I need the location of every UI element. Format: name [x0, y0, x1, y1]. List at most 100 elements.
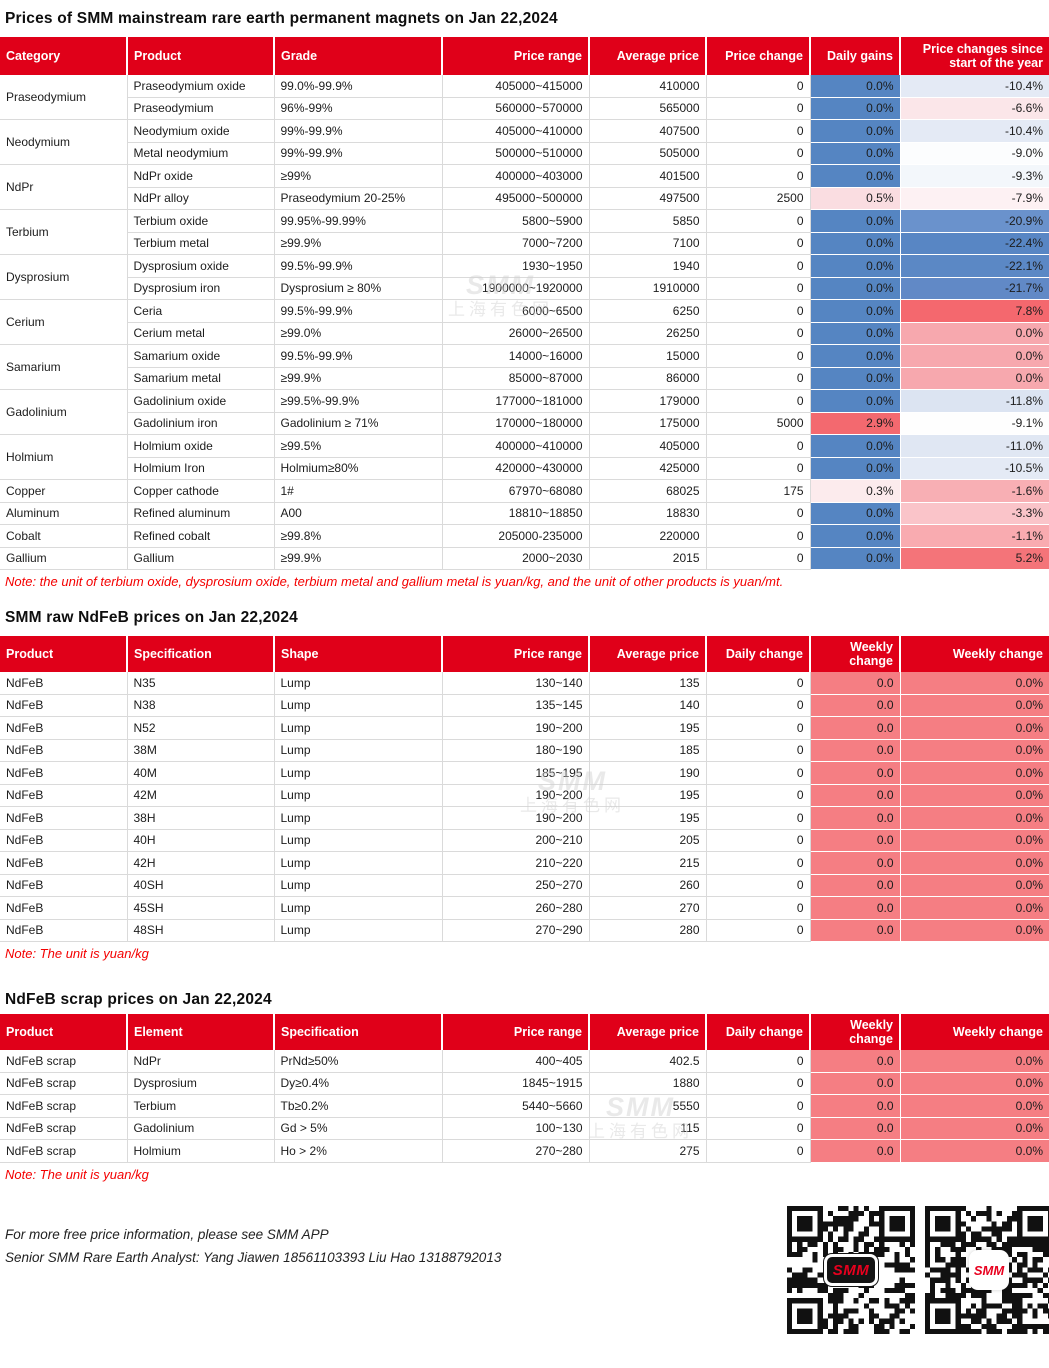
footer-analyst-line: Senior SMM Rare Earth Analyst: Yang Jiaw… [5, 1249, 502, 1265]
cell-price-range: 1845~1915 [442, 1072, 590, 1095]
cell-weekly-change: 0.0 [810, 896, 901, 920]
cell-average-price: 505000 [589, 142, 707, 165]
cell-average-price: 1940 [589, 254, 707, 278]
cell-ytd-change: -9.3% [900, 164, 1049, 188]
cell-weekly-change: 0.0 [810, 1117, 901, 1140]
cell-price-change: 0 [706, 434, 811, 458]
cell-product: Metal neodymium [127, 142, 275, 165]
cell-daily-gains: 0.5% [810, 187, 901, 210]
cell-category: Cerium [0, 299, 128, 345]
table-row: NdFeB 40M Lump 185~195 190 0 0.0 0.0% [0, 761, 1049, 785]
cell-weekly-change-pct: 0.0% [900, 896, 1049, 920]
cell-price-range: 495000~500000 [442, 187, 590, 210]
cell-average-price: 220000 [589, 524, 707, 548]
cell-category: NdPr [0, 164, 128, 210]
cell-weekly-change-pct: 0.0% [900, 851, 1049, 875]
cell-weekly-change-pct: 0.0% [900, 806, 1049, 830]
cell-daily-gains: 0.0% [810, 164, 901, 188]
cell-daily-change: 0 [706, 806, 811, 830]
cell-daily-change: 0 [706, 851, 811, 875]
cell-product: NdFeB [0, 761, 128, 785]
cell-average-price: 195 [589, 806, 707, 830]
cell-daily-change: 0 [706, 829, 811, 852]
cell-shape: Lump [274, 896, 443, 920]
col-price-range: Price range [442, 636, 590, 672]
cell-ytd-change: -22.4% [900, 232, 1049, 255]
cell-weekly-change: 0.0 [810, 694, 901, 717]
cell-price-change: 0 [706, 164, 811, 188]
col-shape: Shape [274, 636, 443, 672]
table-row: Cerium metal ≥99.0% 26000~26500 26250 0 0.0% 0… [0, 322, 1049, 345]
cell-price-range: 270~290 [442, 919, 590, 942]
cell-price-range: 2000~2030 [442, 547, 590, 570]
col-daily-change: Daily change [706, 1014, 811, 1050]
cell-weekly-change-pct: 0.0% [900, 1050, 1049, 1073]
cell-product: NdPr alloy [127, 187, 275, 210]
table3-unit-note: Note: The unit is yuan/kg [5, 1166, 149, 1182]
cell-average-price: 410000 [589, 75, 707, 98]
cell-category: Copper [0, 479, 128, 503]
table-row: Neodymium Neodymium oxide 99%-99.9% 405000~… [0, 119, 1049, 165]
cell-specification: 48SH [127, 919, 275, 942]
table-row: Samarium Samarium oxide 99.5%-99.9% 14000~1… [0, 344, 1049, 390]
cell-weekly-change-pct: 0.0% [900, 829, 1049, 852]
cell-specification: 40M [127, 761, 275, 785]
cell-daily-gains: 0.0% [810, 209, 901, 233]
col-price-range: Price range [442, 1014, 590, 1050]
cell-product: Neodymium oxide [127, 119, 275, 143]
table-row: NdFeB 38M Lump 180~190 185 0 0.0 0.0% [0, 739, 1049, 762]
cell-average-price: 270 [589, 896, 707, 920]
table-row: Terbium metal ≥99.9% 7000~7200 7100 0 0.0% -22… [0, 232, 1049, 255]
cell-grade: ≥99.9% [274, 367, 443, 390]
cell-specification: PrNd≥50% [274, 1050, 443, 1073]
cell-average-price: 7100 [589, 232, 707, 255]
col-weekly-change-pct: Weekly change [900, 1014, 1049, 1050]
cell-daily-change: 0 [706, 761, 811, 785]
cell-ytd-change: -11.8% [900, 389, 1049, 413]
cell-weekly-change-pct: 0.0% [900, 1072, 1049, 1095]
cell-product: NdFeB [0, 896, 128, 920]
cell-grade: 99%-99.9% [274, 142, 443, 165]
cell-average-price: 140 [589, 694, 707, 717]
cell-specification: 42H [127, 851, 275, 875]
cell-specification: Ho > 2% [274, 1139, 443, 1163]
cell-product: NdFeB scrap [0, 1117, 128, 1140]
cell-daily-gains: 0.0% [810, 389, 901, 413]
qr-code-group: SMM SMM [787, 1206, 1049, 1334]
cell-price-range: 190~200 [442, 716, 590, 740]
col-weekly-change: Weekly change [810, 636, 901, 672]
cell-product: Terbium oxide [127, 209, 275, 233]
col-weekly-change-pct: Weekly change [900, 636, 1049, 672]
cell-ytd-change: 0.0% [900, 322, 1049, 345]
cell-grade: Dysprosium ≥ 80% [274, 277, 443, 300]
cell-average-price: 260 [589, 874, 707, 897]
cell-specification: N38 [127, 694, 275, 717]
cell-average-price: 195 [589, 784, 707, 807]
cell-price-change: 0 [706, 344, 811, 368]
cell-grade: ≥99.8% [274, 524, 443, 548]
cell-ytd-change: -21.7% [900, 277, 1049, 300]
cell-price-change: 0 [706, 367, 811, 390]
table-row: Dysprosium iron Dysprosium ≥ 80% 1900000~1… [0, 277, 1049, 300]
table-row: NdFeB 40SH Lump 250~270 260 0 0.0 0.0% [0, 874, 1049, 897]
cell-daily-gains: 0.0% [810, 299, 901, 323]
table-row: NdFeB scrap Gadolinium Gd > 5% 100~130 115 0 0… [0, 1117, 1049, 1140]
cell-product: NdFeB [0, 851, 128, 875]
cell-daily-gains: 0.0% [810, 547, 901, 570]
cell-price-range: 177000~181000 [442, 389, 590, 413]
col-average-price: Average price [589, 636, 707, 672]
table-row: Gadolinium Gadolinium oxide ≥99.5%-99.9% 17… [0, 389, 1049, 435]
cell-shape: Lump [274, 761, 443, 785]
table-row: Dysprosium Dysprosium oxide 99.5%-99.9% 193… [0, 254, 1049, 300]
cell-average-price: 86000 [589, 367, 707, 390]
cell-specification: 38H [127, 806, 275, 830]
col-average-price: Average price [589, 1014, 707, 1050]
cell-product: NdFeB [0, 672, 128, 695]
qr-pattern-1 [787, 1206, 915, 1334]
cell-weekly-change-pct: 0.0% [900, 919, 1049, 942]
cell-weekly-change-pct: 0.0% [900, 784, 1049, 807]
cell-price-range: 205000-235000 [442, 524, 590, 548]
cell-weekly-change: 0.0 [810, 1139, 901, 1163]
cell-price-range: 260~280 [442, 896, 590, 920]
cell-price-range: 135~145 [442, 694, 590, 717]
